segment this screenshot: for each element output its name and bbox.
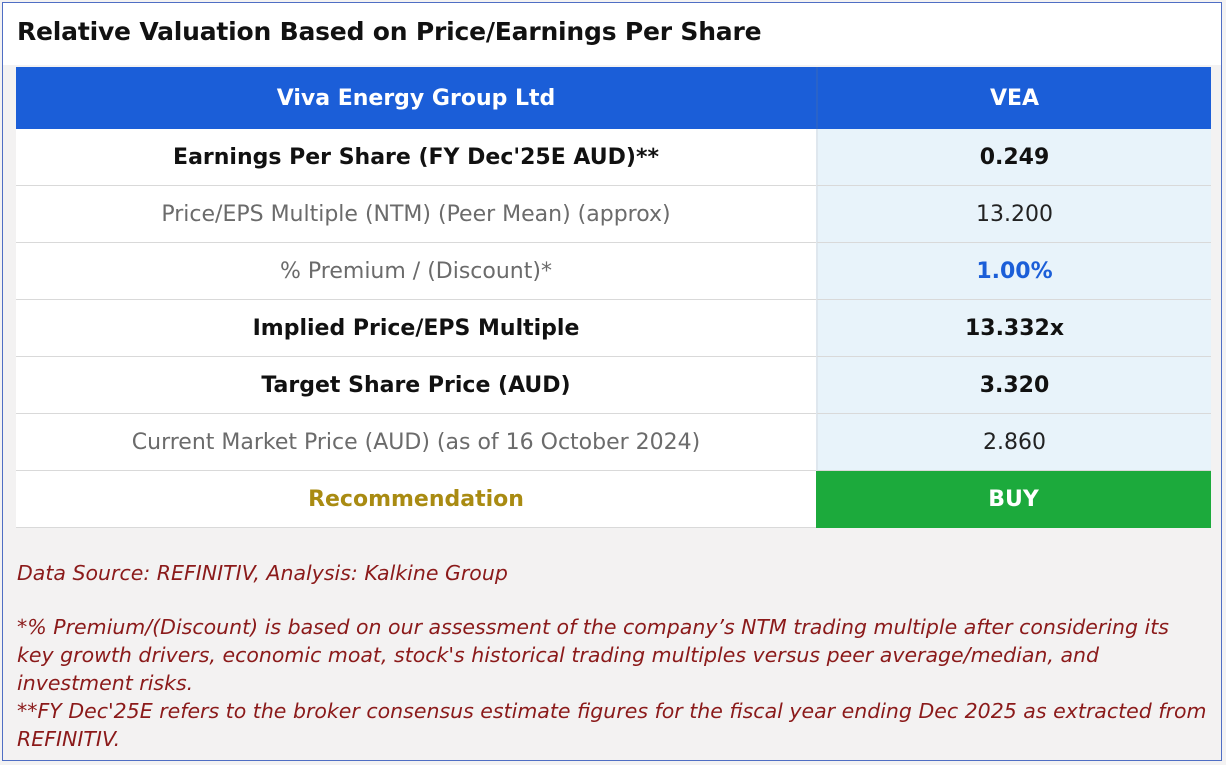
table-row: Target Share Price (AUD) 3.320 [16, 357, 1211, 414]
company-name-header: Viva Energy Group Ltd [16, 67, 816, 129]
premium-footnote: *% Premium/(Discount) is based on our as… [17, 615, 1169, 695]
ticker-header: VEA [816, 67, 1211, 129]
recommendation-badge: BUY [816, 471, 1211, 528]
row-value-peer-multiple: 13.200 [816, 186, 1211, 243]
valuation-table: Viva Energy Group Ltd VEA Earnings Per S… [16, 67, 1211, 528]
page-title: Relative Valuation Based on Price/Earnin… [17, 17, 762, 46]
recommendation-label: Recommendation [16, 471, 816, 528]
row-value-market-price: 2.860 [816, 414, 1211, 471]
recommendation-row: Recommendation BUY [16, 471, 1211, 528]
table-row: Earnings Per Share (FY Dec'25E AUD)** 0.… [16, 129, 1211, 186]
table-row: Implied Price/EPS Multiple 13.332x [16, 300, 1211, 357]
table-row: Price/EPS Multiple (NTM) (Peer Mean) (ap… [16, 186, 1211, 243]
row-label-target-price: Target Share Price (AUD) [16, 357, 816, 414]
row-label-premium: % Premium / (Discount)* [16, 243, 816, 300]
row-label-eps: Earnings Per Share (FY Dec'25E AUD)** [16, 129, 816, 186]
row-value-target-price: 3.320 [816, 357, 1211, 414]
row-label-implied-multiple: Implied Price/EPS Multiple [16, 300, 816, 357]
title-bar: Relative Valuation Based on Price/Earnin… [3, 3, 1221, 65]
table-row: % Premium / (Discount)* 1.00% [16, 243, 1211, 300]
table-header-row: Viva Energy Group Ltd VEA [16, 67, 1211, 129]
data-source-note: Data Source: REFINITIV, Analysis: Kalkin… [17, 561, 508, 585]
footnotes: Data Source: REFINITIV, Analysis: Kalkin… [17, 559, 1207, 753]
row-label-peer-multiple: Price/EPS Multiple (NTM) (Peer Mean) (ap… [16, 186, 816, 243]
row-label-market-price: Current Market Price (AUD) (as of 16 Oct… [16, 414, 816, 471]
row-value-eps: 0.249 [816, 129, 1211, 186]
table-row: Current Market Price (AUD) (as of 16 Oct… [16, 414, 1211, 471]
row-value-premium: 1.00% [816, 243, 1211, 300]
row-value-implied-multiple: 13.332x [816, 300, 1211, 357]
fy-footnote: **FY Dec'25E refers to the broker consen… [17, 699, 1207, 751]
